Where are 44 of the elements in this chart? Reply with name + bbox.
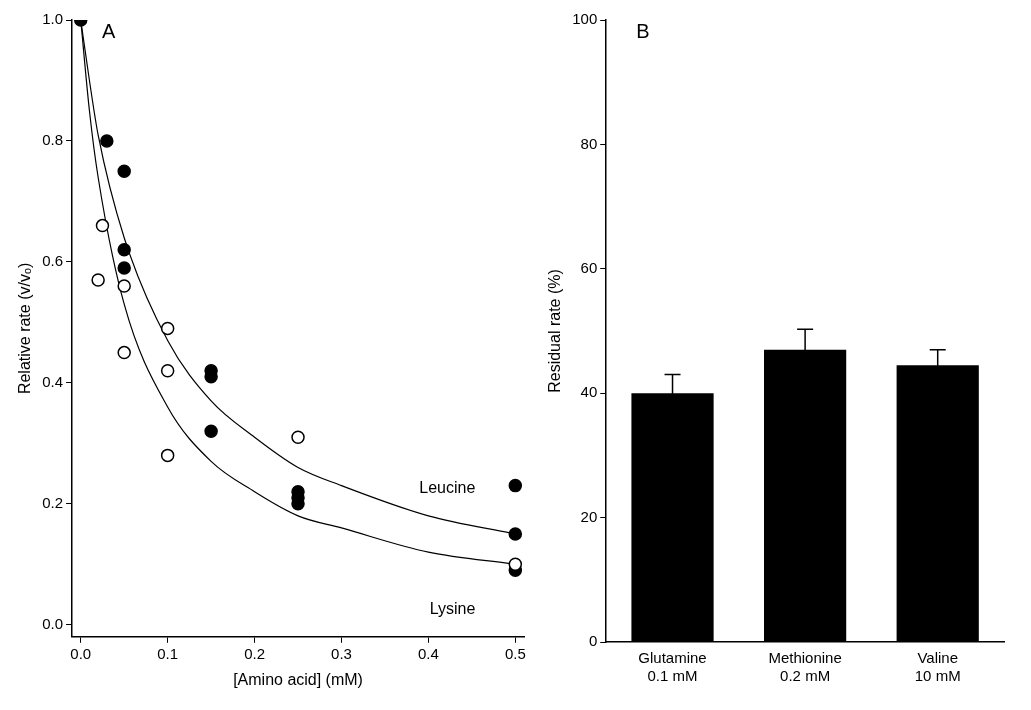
point <box>160 363 175 378</box>
y-tick-label: 80 <box>580 134 598 152</box>
y-tick-label: 0.6 <box>42 252 64 270</box>
point <box>117 345 131 360</box>
y-tick-label: 0.2 <box>42 493 64 511</box>
y-axis-title: Relative rate (v/vₒ) <box>16 262 34 395</box>
y-tick-label: 60 <box>580 258 598 276</box>
x-tick-label: Methionine 0.2 mM <box>768 649 842 685</box>
point <box>291 430 305 444</box>
y-tick-label: 20 <box>580 507 598 525</box>
point <box>117 243 131 257</box>
point <box>160 321 175 336</box>
x-tick-label: 0.1 <box>157 644 179 662</box>
x-tick-label: 0.2 <box>244 644 265 662</box>
text: Lysine <box>429 599 476 617</box>
x-axis-title: [Amino acid] (mM) <box>233 670 363 688</box>
y-tick-label: 100 <box>572 10 598 28</box>
chart-title: A <box>102 19 117 42</box>
y-tick-label: 0.0 <box>42 614 64 632</box>
y-tick-label: 0.4 <box>42 372 64 390</box>
point <box>508 478 523 493</box>
point <box>100 134 114 148</box>
x-tick-label: 0.3 <box>331 644 352 662</box>
x-tick-label: 0.4 <box>417 644 439 662</box>
chart-title: B <box>636 19 650 42</box>
point <box>508 557 523 571</box>
point <box>95 218 110 233</box>
y-tick-label: 40 <box>580 383 598 401</box>
y-tick-label: 0.8 <box>42 131 64 149</box>
x-tick-label: 0.5 <box>504 644 526 662</box>
y-axis-title: Residual rate (%) <box>546 269 564 393</box>
point <box>117 164 131 178</box>
y-tick-label: 0 <box>588 632 598 650</box>
y-tick-label: 1.0 <box>42 10 64 28</box>
point <box>508 527 523 541</box>
x-tick-label: 0.0 <box>70 644 92 662</box>
point <box>204 424 218 438</box>
x-tick-label: Valine 10 mM <box>914 649 961 685</box>
point <box>117 261 131 275</box>
series-label: Leucine <box>419 479 476 497</box>
x-tick-label: Glutamine 0.1 mM <box>638 649 707 685</box>
point <box>91 273 105 287</box>
point <box>117 279 131 293</box>
point <box>160 448 175 463</box>
